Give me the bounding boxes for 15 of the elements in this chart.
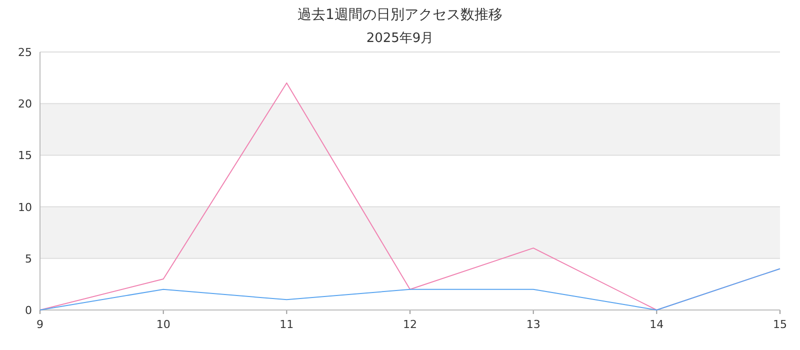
x-tick-label: 12 (403, 318, 417, 331)
x-tick-label: 9 (36, 318, 44, 331)
y-tick-label: 0 (25, 304, 32, 317)
x-tick-label: 10 (156, 318, 170, 331)
y-tick-label: 15 (18, 149, 32, 162)
y-tick-label: 20 (18, 98, 32, 111)
x-tick-label: 11 (280, 318, 294, 331)
chart-title: 過去1週間の日別アクセス数推移 (298, 7, 502, 23)
y-tick-label: 25 (18, 46, 32, 59)
x-tick-label: 14 (650, 318, 664, 331)
y-tick-label: 10 (18, 200, 32, 214)
y-tick-label: 5 (25, 252, 32, 266)
x-tick-label: 15 (773, 318, 787, 331)
x-tick-label: 13 (526, 318, 540, 331)
chart-subtitle: 2025年9月 (366, 31, 434, 46)
